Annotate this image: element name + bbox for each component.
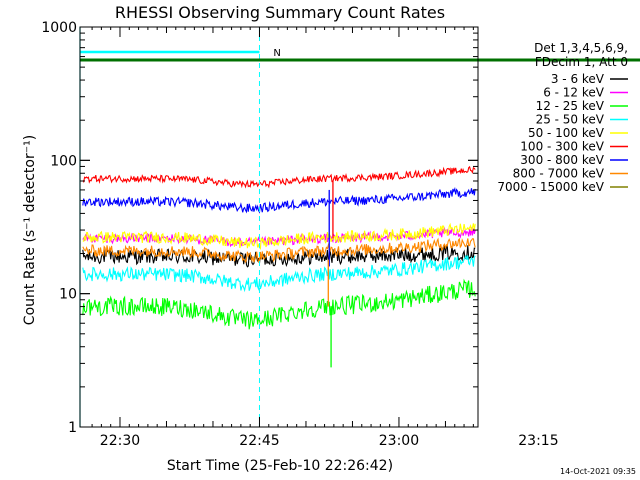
x-tick-label-0: 22:30	[100, 433, 140, 449]
x-tick-label-3: 23:15	[518, 433, 558, 449]
series-line-7-seg-0	[82, 237, 476, 264]
legend-label-1: 6 - 12 keV	[543, 86, 605, 100]
y-tick-label-3: 1000	[41, 20, 77, 36]
axes-frame	[79, 26, 479, 428]
legend-header-line-1: Det 1,3,4,5,6,9,	[534, 41, 628, 55]
x-tick-label-2: 23:00	[379, 433, 419, 449]
series-line-2-seg-0	[82, 278, 476, 330]
legend-label-3: 25 - 50 keV	[536, 113, 605, 127]
legend-label-8: 7000 - 15000 keV	[497, 180, 604, 194]
y-tick-label-0: 1	[68, 420, 77, 436]
legend-label-0: 3 - 6 keV	[551, 72, 605, 86]
chart-title: RHESSI Observing Summary Count Rates	[115, 3, 445, 22]
footer-timestamp: 14-Oct-2021 09:35	[560, 467, 636, 476]
series-line-4-seg-0	[82, 222, 476, 250]
legend-label-4: 50 - 100 keV	[528, 126, 605, 140]
y-tick-label-2: 100	[50, 153, 77, 169]
legend-header-line-2: FDecim 1, Att 0	[535, 55, 628, 69]
flag-label-night: N	[273, 48, 280, 59]
legend-label-6: 300 - 800 keV	[520, 153, 604, 167]
legend-label-5: 100 - 300 keV	[520, 140, 604, 154]
series-line-5-seg-0	[82, 165, 476, 189]
series-line-3-seg-0	[82, 255, 476, 293]
series-line-6-seg-0	[82, 186, 476, 214]
plot-area: NSRD0RD4110100100022:3022:4523:0023:1523…	[41, 20, 640, 449]
axis-labels: Start Time (25-Feb-10 22:26:42) Count Ra…	[22, 135, 393, 474]
legend-label-7: 800 - 7000 keV	[513, 167, 605, 181]
legend: Det 1,3,4,5,6,9, FDecim 1, Att 0 3 - 6 k…	[497, 41, 628, 194]
legend-label-2: 12 - 25 keV	[536, 99, 605, 113]
y-axis-label: Count Rate (s⁻¹ detector⁻¹)	[22, 135, 38, 325]
x-tick-label-1: 22:45	[239, 433, 279, 449]
x-axis-label: Start Time (25-Feb-10 22:26:42)	[167, 458, 393, 474]
y-tick-label-1: 10	[59, 287, 77, 303]
